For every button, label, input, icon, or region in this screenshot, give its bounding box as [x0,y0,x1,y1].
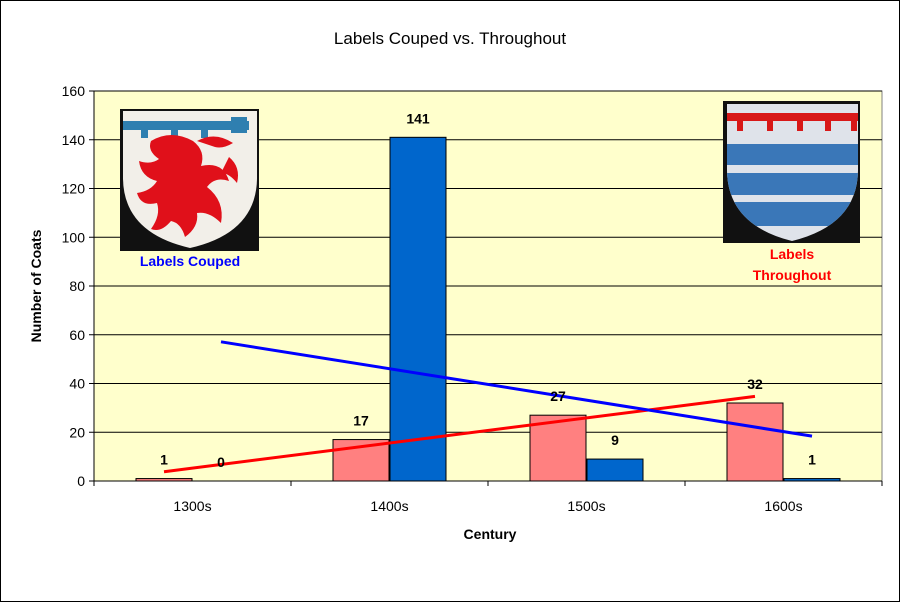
data-labels: 1 17 27 32 0 141 9 1 [160,110,816,470]
x-tick-label: 1300s [173,498,211,514]
y-axis-title: Number of Coats [28,229,44,342]
chart-title: Labels Couped vs. Throughout [334,29,566,48]
bar-couped [783,478,841,482]
legend-label-throughout-line2: Throughout [753,267,832,283]
data-label: 27 [550,388,566,404]
data-label: 1 [808,452,816,468]
bar-throughout [135,478,193,482]
x-tick-label: 1600s [764,498,802,514]
legend-label-throughout-line1: Labels [770,246,815,262]
bar-couped [586,458,644,482]
y-tick-label: 120 [62,181,86,197]
y-tick-label: 100 [62,229,86,245]
shield-blue-white-bars-red-label-icon [723,101,860,243]
bars [135,136,841,482]
y-tick-label: 60 [69,327,85,343]
trendline-couped [220,340,813,438]
trendlines [163,340,813,474]
data-label: 1 [160,452,168,468]
y-tick-label: 0 [77,473,85,489]
x-tick-label: 1400s [370,498,408,514]
data-label: 32 [747,376,763,392]
x-axis-title: Century [464,526,517,542]
bar-throughout [726,402,784,482]
bar-couped [389,136,447,482]
y-tick-label: 140 [62,132,86,148]
x-axis-ticks: 1300s 1400s 1500s 1600s [93,481,883,514]
y-tick-label: 40 [69,376,85,392]
legend-label-couped: Labels Couped [140,253,240,269]
x-tick-label: 1500s [567,498,605,514]
data-label: 17 [353,413,369,429]
data-label: 0 [217,454,225,470]
data-label: 141 [406,110,430,126]
bar-throughout [529,414,587,482]
data-label: 9 [611,432,619,448]
y-tick-label: 20 [69,424,85,440]
y-tick-label: 80 [69,278,85,294]
trendline-throughout [163,394,756,474]
y-tick-label: 160 [62,83,86,99]
shield-red-lion-blue-label-icon [120,109,259,251]
